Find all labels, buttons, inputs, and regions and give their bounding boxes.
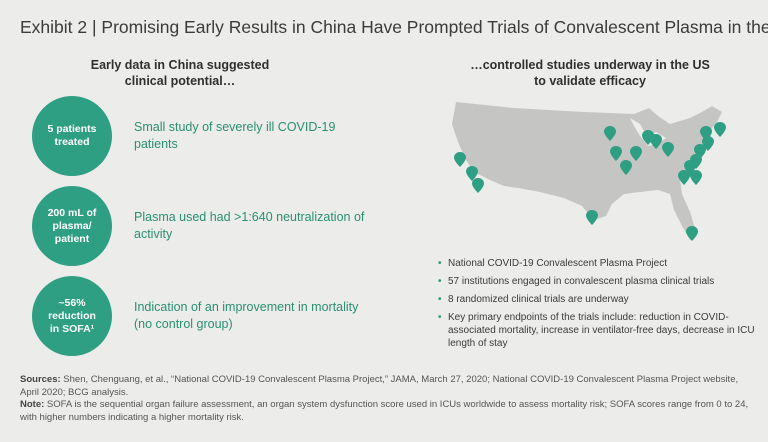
footer-notes: Sources: Shen, Chenguang, et al., “Natio…	[20, 374, 750, 424]
left-heading-line-1: Early data in China suggested	[90, 58, 270, 72]
list-item: • National COVID-19 Convalescent Plasma P…	[438, 257, 758, 270]
stat-circle-line: ~56%	[58, 296, 86, 309]
location-pin-icon	[686, 226, 698, 241]
location-pin-icon	[714, 122, 726, 137]
right-heading-line-2: to validate efficacy	[534, 74, 646, 88]
trial-facts-list: • National COVID-19 Convalescent Plasma P…	[438, 257, 758, 355]
stat-circle-line: patient	[54, 232, 90, 245]
note-label: Note:	[20, 399, 45, 410]
bullet-dot-icon: •	[438, 258, 442, 269]
location-pin-icon	[630, 146, 642, 161]
left-column-heading: Early data in China suggested clinical p…	[60, 57, 300, 89]
trial-site-pins	[454, 122, 726, 241]
sources-label: Sources:	[20, 374, 61, 385]
us-map	[452, 102, 726, 241]
stat-circle: 200 mL of plasma/ patient	[32, 186, 112, 266]
stat-circle-line: 200 mL of	[47, 206, 97, 219]
location-pin-icon	[662, 142, 674, 157]
location-pin-icon	[690, 170, 702, 185]
location-pin-icon	[586, 210, 598, 225]
bullet-dot-icon: •	[438, 276, 442, 287]
location-pin-icon	[604, 126, 616, 141]
location-pin-icon	[620, 160, 632, 175]
list-item: • 57 institutions engaged in convalescent…	[438, 275, 758, 288]
stat-circle-line: 5 patients	[47, 123, 97, 135]
bullet-dot-icon: •	[438, 312, 442, 323]
stat-row-sofa: ~56% reduction in SOFA¹ Indication of an…	[32, 276, 374, 356]
stat-row-plasma: 200 mL of plasma/ patient Plasma used ha…	[32, 186, 374, 266]
us-mainland-shape	[452, 102, 722, 220]
note-line: Note: SOFA is the sequential organ failu…	[20, 399, 750, 424]
exhibit-title: Exhibit 2 | Promising Early Results in C…	[20, 17, 768, 37]
stat-circle-line: reduction	[48, 309, 96, 322]
location-pin-icon	[650, 134, 662, 149]
right-heading-line-1: …controlled studies underway in the US	[470, 58, 710, 72]
location-pin-icon	[454, 152, 466, 167]
stat-circle: 5 patients treated	[32, 96, 112, 176]
stat-description: Small study of severely ill COVID-19 pat…	[134, 120, 336, 151]
location-pin-icon	[610, 146, 622, 161]
stat-description: Indication of an improvement in mortalit…	[134, 300, 359, 331]
list-item-text: 57 institutions engaged in convalescent …	[448, 276, 715, 287]
list-item-text: National COVID-19 Convalescent Plasma Pr…	[448, 258, 667, 269]
location-pin-icon	[678, 170, 690, 185]
list-item: • Key primary endpoints of the trials inc…	[438, 311, 758, 350]
location-pin-icon	[466, 166, 478, 181]
stat-description: Plasma used had >1:640 neutralization of…	[134, 210, 365, 241]
stat-circle: ~56% reduction in SOFA¹	[32, 276, 112, 356]
bullet-dot-icon: •	[438, 294, 442, 305]
stat-circle-line: plasma/	[52, 219, 92, 232]
location-pin-icon	[472, 178, 484, 193]
list-item-text: Key primary endpoints of the trials incl…	[448, 312, 755, 349]
stat-circle-line: treated	[54, 136, 90, 148]
left-heading-line-2: clinical potential…	[124, 74, 236, 88]
note-text: SOFA is the sequential organ failure ass…	[20, 399, 749, 423]
stat-circle-line: in SOFA¹	[49, 322, 95, 335]
list-item-text: 8 randomized clinical trials are underwa…	[448, 294, 629, 305]
list-item: • 8 randomized clinical trials are underw…	[438, 293, 758, 306]
right-column-heading: …controlled studies underway in the US t…	[440, 57, 740, 89]
sources-text: Shen, Chenguang, et al., “National COVID…	[20, 374, 739, 398]
stat-row-patients: 5 patients treated Small study of severe…	[32, 96, 374, 176]
sources-line: Sources: Shen, Chenguang, et al., “Natio…	[20, 374, 750, 399]
